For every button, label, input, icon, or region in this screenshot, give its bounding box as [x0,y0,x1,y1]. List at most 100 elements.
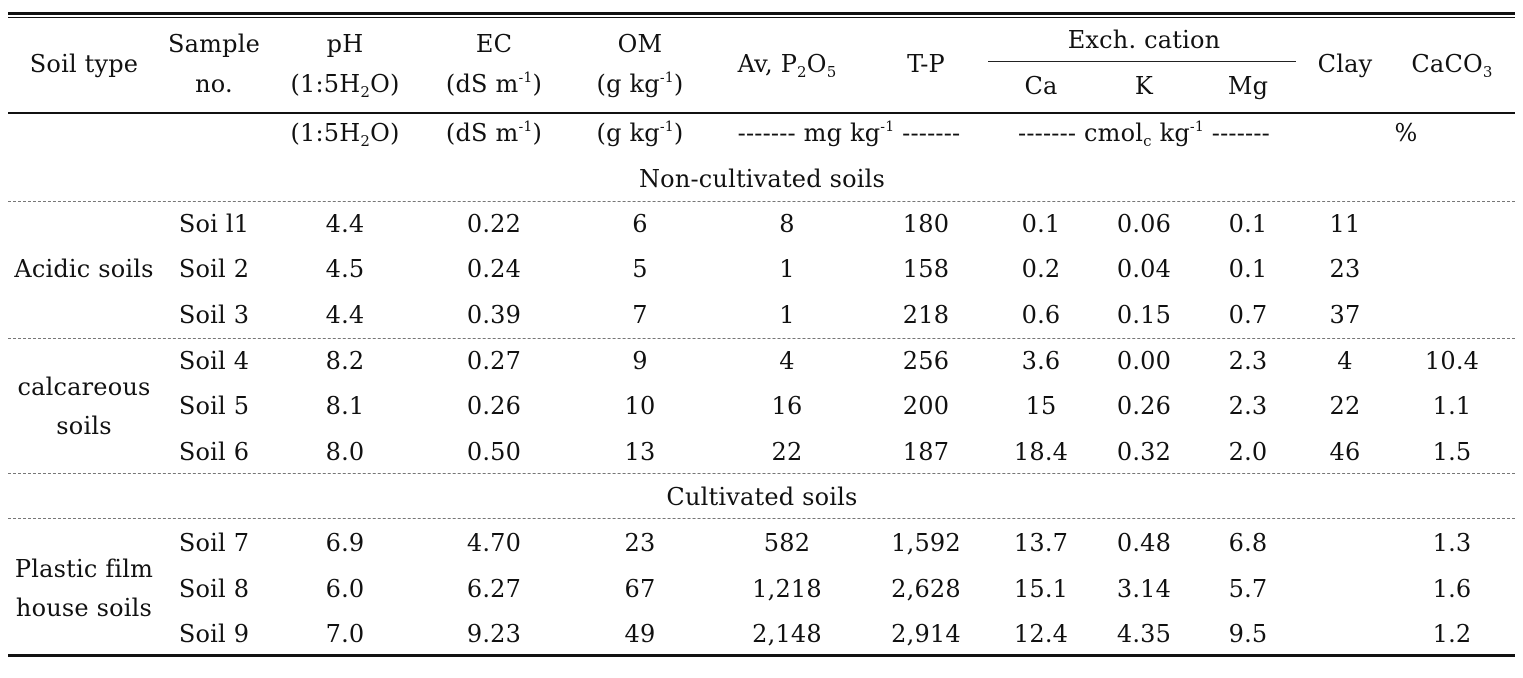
cell-sample-no: Soil 7 [178,529,250,557]
cell-t-p: 200 [902,392,950,420]
cell-om: 23 [624,529,656,557]
cell-av-p2o5: 1,218 [752,575,822,603]
cell-t-p: 1,592 [891,529,961,557]
header-om-l1: OM [617,30,663,58]
header-clay: Clay [1317,50,1373,78]
cell-ph: 8.0 [325,438,365,466]
cell-t-p: 256 [902,347,950,375]
header-ph-l2: (1:5H2O) [290,70,400,101]
cell-ph: 4.4 [325,301,365,329]
cell-k: 0.32 [1116,438,1172,466]
unit-ec: (dS m-1) [445,119,543,147]
header-caco3: CaCO3 [1411,50,1493,81]
cell-sample-no: Soil 3 [178,301,250,329]
cell-k: 0.26 [1116,392,1172,420]
cell-av-p2o5: 1 [779,301,795,329]
group-label-acidic: Acidic soils [14,255,154,283]
cell-ph: 4.4 [325,210,365,238]
cell-k: 0.04 [1116,255,1172,283]
cell-om: 6 [632,210,648,238]
cell-k: 0.06 [1116,210,1172,238]
cell-mg: 2.0 [1228,438,1268,466]
cell-ec: 9.23 [466,620,522,648]
cell-mg: 5.7 [1228,575,1268,603]
cell-ca: 15 [1025,392,1057,420]
cell-caco3: 1.1 [1432,392,1472,420]
cell-ec: 0.26 [466,392,522,420]
cell-t-p: 2,628 [891,575,961,603]
cell-av-p2o5: 4 [779,347,795,375]
cell-caco3: 1.2 [1432,620,1472,648]
cell-mg: 6.8 [1228,529,1268,557]
cell-sample-no: Soil 6 [178,438,250,466]
section-divider-3 [8,473,1515,474]
section-title-non-cultivated: Non-cultivated soils [638,165,886,193]
group-label-calcareous-l1: calcareous [17,373,151,401]
unit-ph: (1:5H2O) [290,119,400,150]
cell-k: 0.00 [1116,347,1172,375]
bottom-rule [8,654,1515,657]
cell-av-p2o5: 2,148 [752,620,822,648]
cell-av-p2o5: 582 [763,529,811,557]
header-ca: Ca [1024,72,1058,100]
cell-ph: 6.9 [325,529,365,557]
cell-ec: 0.27 [466,347,522,375]
cell-om: 49 [624,620,656,648]
cell-ec: 0.39 [466,301,522,329]
cell-mg: 0.1 [1228,255,1268,283]
group-label-plastic-film-l1: Plastic film [14,555,154,583]
cell-mg: 0.7 [1228,301,1268,329]
cell-ph: 4.5 [325,255,365,283]
cell-sample-no: Soil 5 [178,392,250,420]
cell-t-p: 180 [902,210,950,238]
cell-ph: 8.1 [325,392,365,420]
cell-av-p2o5: 16 [771,392,803,420]
cell-ca: 0.1 [1021,210,1061,238]
cell-av-p2o5: 8 [779,210,795,238]
cell-om: 5 [632,255,648,283]
unit-om: (g kg-1) [596,119,684,147]
header-bottom-rule [8,112,1515,114]
unit-percent: % [1394,119,1418,147]
cell-ca: 13.7 [1013,529,1069,557]
header-sample-no-l1: Sample [168,30,260,58]
cell-ec: 0.22 [466,210,522,238]
cell-t-p: 218 [902,301,950,329]
cell-sample-no: Soi l1 [178,210,250,238]
group-label-calcareous: calcareous soils [17,368,150,446]
cell-ec: 0.24 [466,255,522,283]
cell-caco3: 10.4 [1424,347,1480,375]
cell-ca: 0.6 [1021,301,1061,329]
cell-om: 9 [632,347,648,375]
exch-cation-rule [988,61,1296,62]
cell-av-p2o5: 22 [771,438,803,466]
cell-ca: 3.6 [1021,347,1061,375]
header-ec-l1: EC [475,30,513,58]
header-mg: Mg [1227,72,1269,100]
cell-ec: 0.50 [466,438,522,466]
cell-caco3: 1.5 [1432,438,1472,466]
cell-ph: 6.0 [325,575,365,603]
cell-sample-no: Soil 8 [178,575,250,603]
cell-sample-no: Soil 9 [178,620,250,648]
cell-om: 13 [624,438,656,466]
header-om-l2: (g kg-1) [596,70,684,98]
unit-cmol-kg: ------- cmolc kg-1 ------- [1018,119,1270,150]
cell-clay: 37 [1329,301,1361,329]
header-av-p2o5: Av, P2O5 [737,50,837,81]
cell-sample-no: Soil 4 [178,347,250,375]
cell-om: 67 [624,575,656,603]
top-rule-thick [8,12,1515,15]
cell-ca: 0.2 [1021,255,1061,283]
cell-om: 10 [624,392,656,420]
cell-sample-no: Soil 2 [178,255,250,283]
unit-mg-kg: ------- mg kg-1 ------- [737,119,961,147]
cell-k: 4.35 [1116,620,1172,648]
cell-av-p2o5: 1 [779,255,795,283]
cell-mg: 0.1 [1228,210,1268,238]
cell-clay: 4 [1337,347,1353,375]
cell-k: 3.14 [1116,575,1172,603]
top-rule-thin [8,17,1515,18]
section-divider-4 [8,518,1515,519]
cell-mg: 9.5 [1228,620,1268,648]
